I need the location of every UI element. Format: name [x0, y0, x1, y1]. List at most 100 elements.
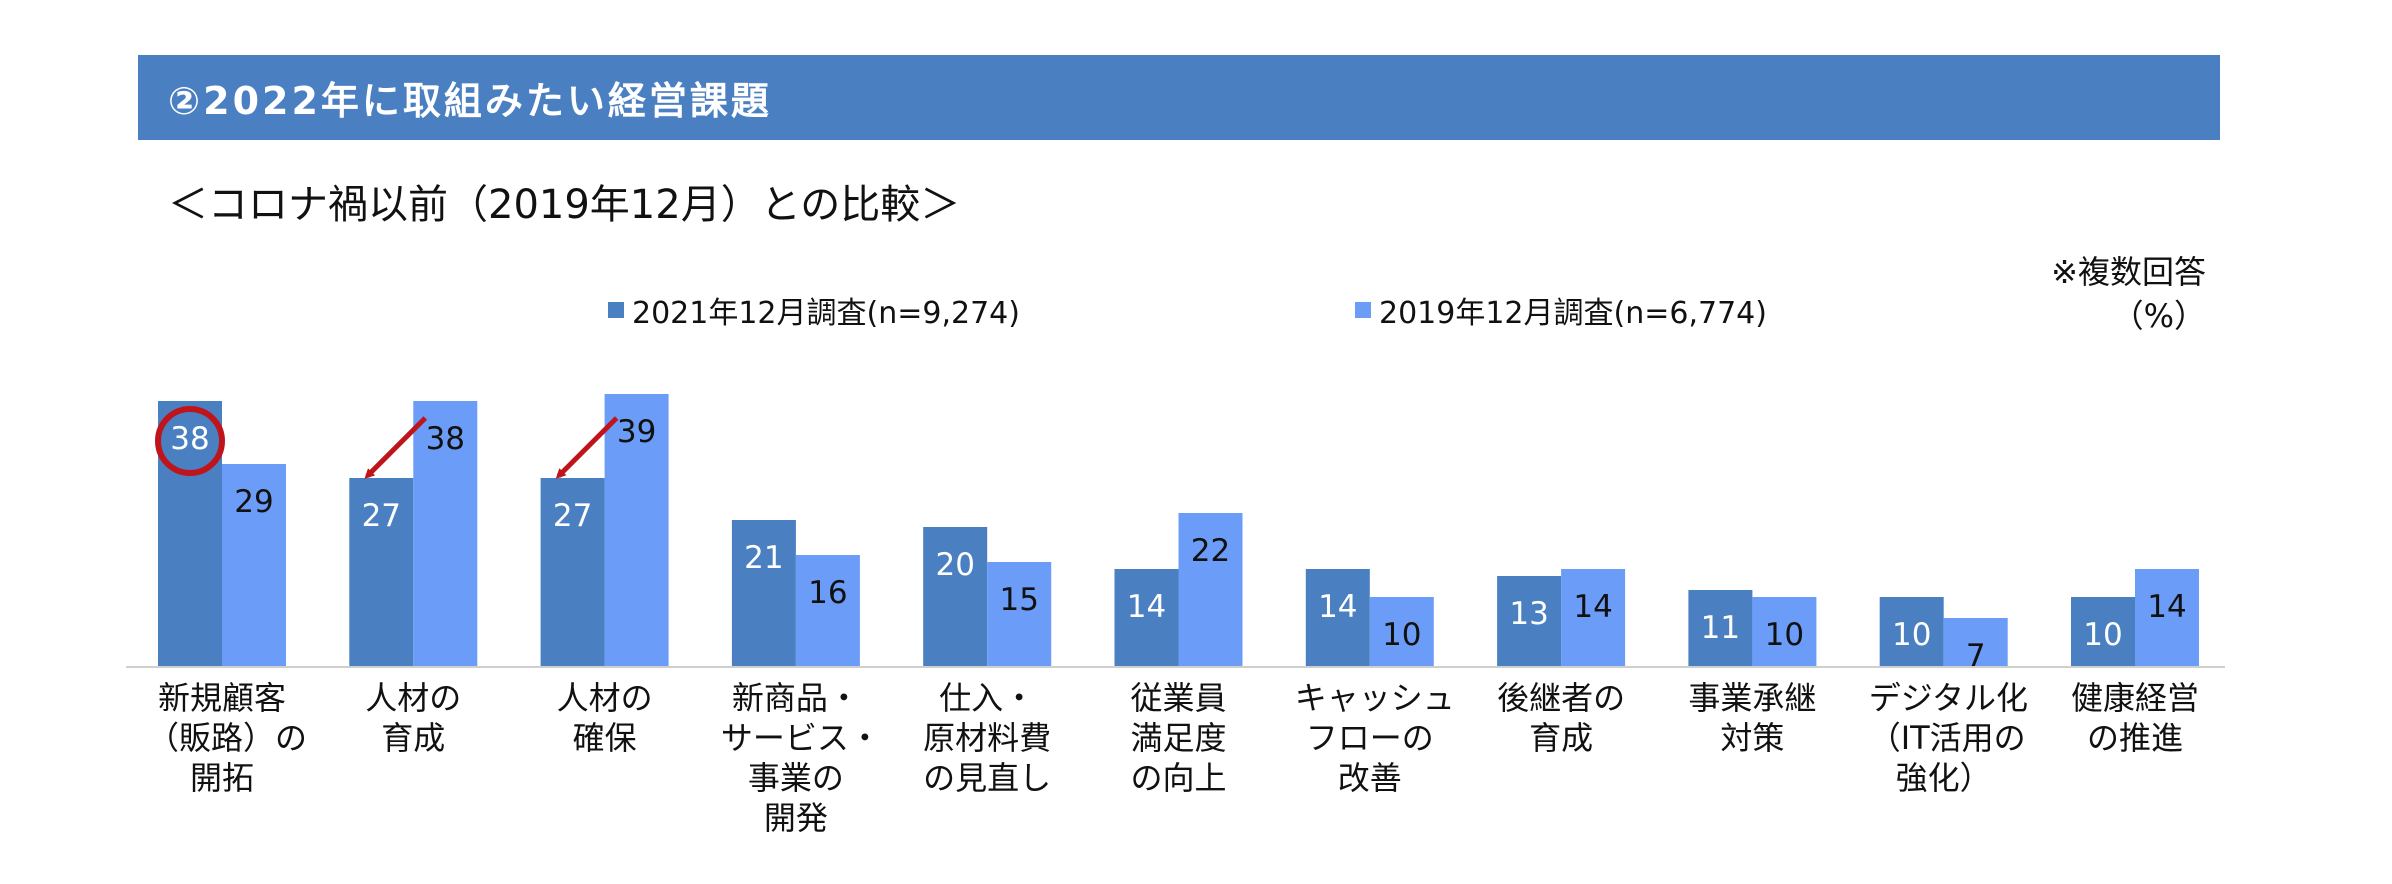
bar-2019-5	[1178, 513, 1243, 667]
category-label-9: デジタル化 （IT活用の 強化）	[1868, 678, 2029, 798]
category-label-line: キャッシュ	[1294, 679, 1455, 717]
category-label-line: 原材料費	[923, 719, 1052, 757]
category-label-line: 開拓	[189, 759, 254, 797]
bar-2021-1	[349, 478, 414, 667]
category-label-line: 健康経営	[2070, 679, 2199, 717]
bar-2019-8	[1752, 597, 1817, 667]
data-label-2021-1: 27	[362, 498, 401, 534]
bar-2021-8	[1688, 590, 1753, 667]
category-label-line: （販路）の	[147, 719, 308, 757]
category-label-line: 確保	[572, 719, 637, 757]
category-label-line: の見直し	[923, 759, 1052, 797]
legend-item-2021: 2021年12月調査(n=9,274)	[608, 288, 1020, 332]
data-label-2021-7: 13	[1509, 596, 1548, 632]
bar-2021-9	[1879, 597, 1944, 667]
bar-2019-7	[1561, 569, 1626, 667]
note-unit: （%）	[2111, 297, 2206, 335]
category-label-line: フローの	[1305, 719, 1434, 757]
multiple-answer-note: ※複数回答 （%）	[2051, 250, 2206, 338]
category-label-2: 人材の 確保	[530, 678, 680, 758]
data-label-2021-4: 20	[935, 547, 974, 583]
category-label-line: 事業の	[747, 759, 844, 797]
decrease-arrow	[364, 416, 428, 479]
category-label-line: 対策	[1720, 719, 1785, 757]
bar-2021-2	[540, 478, 605, 667]
data-label-2021-10: 10	[2083, 617, 2122, 653]
page-title: ②2022年に取組みたい経営課題	[168, 79, 772, 123]
bar-2019-4	[987, 562, 1052, 667]
category-label-line: 仕入・	[939, 679, 1036, 717]
category-label-line: 育成	[1529, 719, 1594, 757]
legend-item-2019: 2019年12月調査(n=6,774)	[1355, 288, 1767, 332]
bar-2019-1	[413, 401, 478, 667]
highlight-circle	[155, 406, 225, 476]
category-label-line: 新規顧客	[157, 679, 286, 717]
category-label-line: の推進	[2086, 719, 2183, 757]
category-label-line: 新商品・	[731, 679, 860, 717]
chart-subtitle: ＜コロナ禍以前（2019年12月）との比較＞	[168, 182, 961, 228]
bar-2019-10	[2135, 569, 2199, 667]
data-label-2021-2: 27	[553, 498, 592, 534]
category-label-1: 人材の 育成	[338, 678, 488, 758]
category-label-line: 人材の	[556, 679, 653, 717]
category-label-7: 後継者の 育成	[1486, 678, 1636, 758]
category-label-line: 人材の	[365, 679, 462, 717]
category-label-line: サービス・	[720, 719, 881, 757]
category-label-line: デジタル化	[1868, 679, 2029, 717]
note-multiple-answer: ※複数回答	[2051, 253, 2206, 291]
legend-swatch-2019	[1355, 302, 1371, 318]
bar-2019-2	[604, 394, 669, 667]
data-label-2019-10: 14	[2147, 589, 2186, 625]
category-label-line: 改善	[1337, 759, 1402, 797]
title-banner: ②2022年に取組みたい経営課題	[138, 55, 2220, 140]
data-label-2019-9: 7	[1966, 638, 1986, 674]
category-label-10: 健康経営 の推進	[2060, 678, 2210, 758]
legend-label-2019: 2019年12月調査(n=6,774)	[1379, 296, 1767, 331]
data-label-2021-8: 11	[1701, 610, 1740, 646]
data-label-2019-1: 38	[426, 421, 465, 457]
category-label-line: 育成	[381, 719, 446, 757]
category-label-line: 従業員	[1130, 679, 1227, 717]
data-label-2021-5: 14	[1127, 589, 1166, 625]
data-label-2019-6: 10	[1382, 617, 1421, 653]
data-label-2019-0: 29	[234, 484, 273, 520]
category-label-8: 事業承継 対策	[1677, 678, 1827, 758]
bar-2021-5	[1114, 569, 1179, 667]
data-label-2019-4: 15	[999, 582, 1038, 618]
category-label-line: 満足度	[1130, 719, 1227, 757]
category-label-6: キャッシュ フローの 改善	[1294, 678, 1455, 798]
data-label-2021-0: 38	[170, 421, 209, 457]
bar-2019-9	[1943, 618, 2008, 667]
data-label-2019-7: 14	[1573, 589, 1612, 625]
data-label-2021-6: 14	[1318, 589, 1357, 625]
category-label-4: 仕入・ 原材料費 の見直し	[912, 678, 1062, 798]
decrease-arrow	[555, 416, 619, 479]
bar-2021-0	[158, 401, 222, 667]
category-label-3: 新商品・ サービス・ 事業の 開発	[720, 678, 881, 838]
data-label-2019-3: 16	[808, 575, 847, 611]
category-label-5: 従業員 満足度 の向上	[1104, 678, 1254, 798]
category-label-line: 後継者の	[1497, 679, 1626, 717]
bar-2021-10	[2071, 597, 2135, 667]
bar-2021-7	[1497, 576, 1562, 667]
bar-2021-4	[923, 527, 988, 667]
category-label-0: 新規顧客 （販路）の 開拓	[147, 678, 308, 798]
legend-swatch-2021	[608, 302, 624, 318]
legend-label-2021: 2021年12月調査(n=9,274)	[632, 296, 1020, 331]
data-label-2021-9: 10	[1892, 617, 1931, 653]
category-label-line: （IT活用の	[1868, 719, 2026, 757]
bar-2019-3	[795, 555, 860, 667]
bar-2019-6	[1369, 597, 1434, 667]
category-label-line: 強化）	[1895, 759, 1992, 797]
bar-2021-3	[731, 520, 796, 667]
data-label-2019-8: 10	[1765, 617, 1804, 653]
bar-2019-0	[222, 464, 286, 667]
bar-2021-6	[1305, 569, 1370, 667]
data-label-2019-2: 39	[617, 414, 656, 450]
data-label-2019-5: 22	[1191, 533, 1230, 569]
category-label-line: の向上	[1130, 759, 1227, 797]
data-label-2021-3: 21	[744, 540, 783, 576]
category-label-line: 開発	[763, 799, 828, 837]
category-label-line: 事業承継	[1688, 679, 1817, 717]
